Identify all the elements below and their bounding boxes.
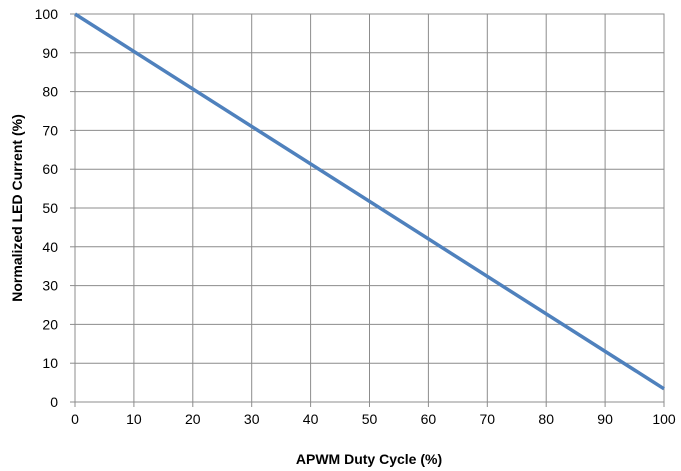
x-axis-title: APWM Duty Cycle (%) [296, 451, 442, 467]
y-tick-label: 90 [42, 45, 58, 61]
x-tick-label: 0 [71, 411, 79, 427]
tick-labels: 0 10 20 30 40 50 60 70 80 90 100 0 10 20 30 40 50 60 70 80 9… [35, 6, 676, 427]
x-tick-label: 30 [244, 411, 260, 427]
x-tick-label: 50 [362, 411, 378, 427]
x-tick-label: 20 [185, 411, 201, 427]
y-tick-label: 30 [42, 278, 58, 294]
y-tick-label: 50 [42, 200, 58, 216]
x-tick-label: 100 [652, 411, 676, 427]
y-tick-label: 70 [42, 122, 58, 138]
y-tick-label: 60 [42, 161, 58, 177]
y-tick-label: 80 [42, 84, 58, 100]
y-tick-label: 100 [35, 6, 59, 22]
y-tick-label: 10 [42, 355, 58, 371]
x-tick-label: 40 [303, 411, 319, 427]
x-tick-label: 80 [538, 411, 554, 427]
x-tick-label: 70 [480, 411, 496, 427]
x-tick-label: 10 [126, 411, 142, 427]
x-tick-label: 90 [597, 411, 613, 427]
y-tick-label: 0 [50, 394, 58, 410]
y-tick-label: 20 [42, 316, 58, 332]
y-tick-label: 40 [42, 239, 58, 255]
series-line [74, 12, 665, 391]
series-layer [74, 12, 665, 391]
y-axis-title: Normalized LED Current (%) [9, 114, 25, 301]
x-tick-label: 60 [421, 411, 437, 427]
